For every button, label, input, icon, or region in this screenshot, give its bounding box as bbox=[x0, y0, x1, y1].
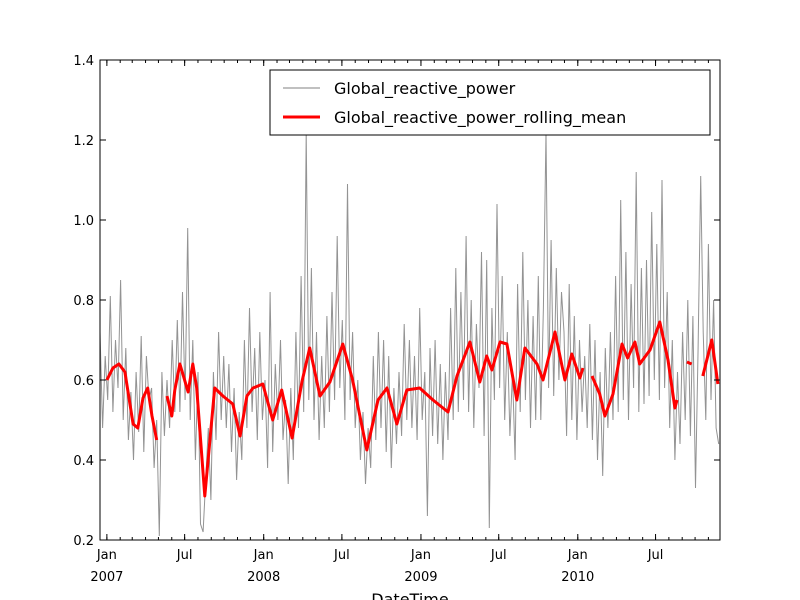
x-axis-label: DateTime bbox=[371, 590, 448, 600]
series-line-rolling-mean-segment bbox=[105, 362, 159, 441]
x-tick-label: Jul bbox=[647, 548, 664, 563]
legend-label-rolling-mean: Global_reactive_power_rolling_mean bbox=[334, 108, 626, 128]
legend-box bbox=[269, 69, 711, 136]
series-line-global-reactive-power bbox=[100, 131, 720, 537]
y-tick-label: 1.2 bbox=[73, 134, 94, 149]
y-tick-label: 0.8 bbox=[73, 294, 94, 309]
x-tick-label: Jul bbox=[176, 548, 193, 563]
series-line-rolling-mean-segment bbox=[165, 330, 585, 498]
x-tick-label: Jan bbox=[253, 548, 274, 563]
x-tick-label: Jan bbox=[96, 548, 117, 563]
x-tick-year-label: 2008 bbox=[247, 570, 280, 585]
series-line-rolling-mean-segment bbox=[686, 360, 693, 366]
series-line-rolling-mean-segment bbox=[590, 320, 679, 418]
x-tick-year-label: 2007 bbox=[90, 570, 123, 585]
x-tick-label: Jan bbox=[410, 548, 431, 563]
y-tick-label: 0.6 bbox=[73, 374, 94, 389]
legend-label-raw: Global_reactive_power bbox=[334, 79, 516, 99]
plot-area bbox=[100, 131, 720, 537]
x-tick-label: Jan bbox=[567, 548, 588, 563]
y-tick-label: 1.4 bbox=[73, 54, 94, 69]
y-tick-label: 1.0 bbox=[73, 214, 94, 229]
y-tick-label: 0.2 bbox=[73, 534, 94, 549]
x-tick-year-label: 2009 bbox=[404, 570, 437, 585]
x-tick-label: Jul bbox=[333, 548, 350, 563]
axes: 0.2 0.4 0.6 0.8 1.0 1.2 1.4 Jan 2007 Jul Jan 2008 Ju… bbox=[73, 54, 721, 585]
y-tick-label: 0.4 bbox=[73, 454, 94, 469]
x-tick-year-label: 2010 bbox=[561, 570, 594, 585]
x-tick-label: Jul bbox=[490, 548, 507, 563]
series-line-rolling-mean-segment bbox=[701, 338, 720, 385]
legend: Global_reactive_power Global_reactive_po… bbox=[269, 69, 711, 136]
